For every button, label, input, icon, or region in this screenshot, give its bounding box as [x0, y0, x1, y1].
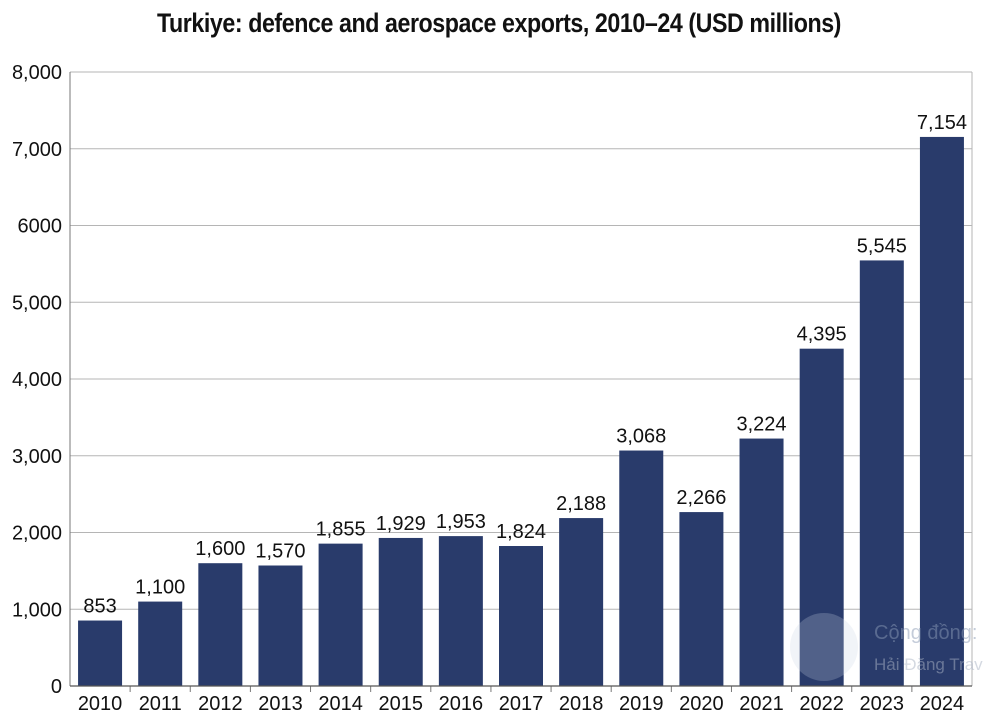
x-tick-label: 2019: [619, 693, 664, 715]
data-label: 1,100: [135, 577, 185, 599]
y-tick-label: 1,000: [12, 599, 62, 621]
y-tick-label: 4,000: [12, 369, 62, 391]
data-label: 1,600: [195, 538, 245, 560]
x-tick-label: 2011: [139, 693, 182, 715]
bar-2013: [258, 565, 303, 686]
x-tick-label: 2018: [559, 693, 604, 715]
bar-2010: [78, 620, 123, 686]
y-tick-label: 7,000: [12, 139, 62, 161]
data-label: 2,188: [556, 493, 606, 515]
data-label: 1,824: [496, 521, 546, 543]
bar-2017: [499, 546, 543, 686]
data-label: 1,929: [376, 513, 426, 535]
data-label: 3,224: [737, 414, 787, 436]
x-tick-label: 2012: [198, 693, 243, 715]
bar-2018: [559, 518, 604, 686]
y-tick-label: 6000: [18, 216, 63, 238]
y-tick-label: 2,000: [12, 523, 62, 545]
bar-2014: [318, 543, 363, 686]
bar-2024: [919, 136, 964, 687]
data-label: 5,545: [857, 235, 907, 257]
x-tick-label: 2010: [78, 693, 123, 715]
data-label: 853: [83, 596, 116, 618]
x-tick-label: 2022: [799, 693, 844, 715]
bar-2021: [739, 438, 784, 686]
data-label: 4,395: [797, 324, 847, 346]
x-tick-label: 2016: [439, 693, 484, 715]
y-tick-label: 8,000: [12, 62, 62, 84]
bar-2023: [859, 260, 904, 686]
x-tick-label: 2024: [920, 693, 965, 715]
x-tick-label: 2021: [739, 693, 784, 715]
bar-2019: [619, 450, 664, 686]
x-tick-label: 2017: [499, 693, 544, 715]
bar-2020: [679, 512, 724, 686]
y-tick-label: 3,000: [12, 446, 62, 468]
data-label: 7,154: [917, 112, 967, 134]
x-tick-label: 2015: [378, 693, 423, 715]
x-tick-label: 2014: [318, 693, 363, 715]
x-tick-label: 2020: [679, 693, 724, 715]
data-label: 2,266: [676, 487, 726, 509]
x-tick-label: 2023: [860, 693, 905, 715]
data-label: 3,068: [616, 426, 666, 448]
y-tick-label: 5,000: [12, 292, 62, 314]
bar-2015: [378, 537, 423, 686]
bar-2016: [438, 536, 483, 686]
bar-2012: [198, 563, 243, 686]
bar-2011: [138, 601, 183, 686]
data-label: 1,855: [316, 519, 366, 541]
data-label: 1,570: [255, 541, 305, 563]
data-label: 1,953: [436, 511, 486, 533]
bar-2022: [799, 348, 844, 686]
x-tick-label: 2013: [258, 693, 303, 715]
chart-title: Turkiye: defence and aerospace exports, …: [156, 8, 841, 38]
y-tick-label: 0: [51, 676, 62, 698]
